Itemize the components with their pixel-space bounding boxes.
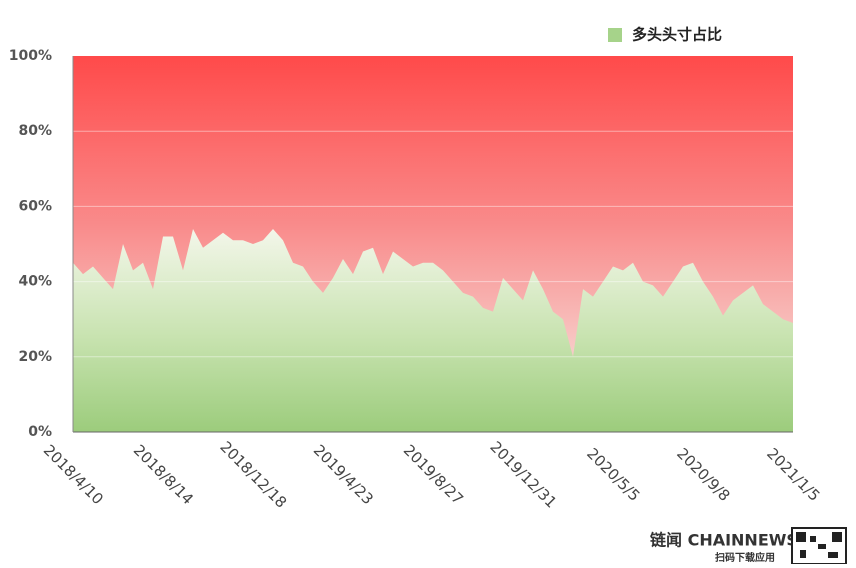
logo: 链闻 CHAINNEWS: [650, 531, 798, 550]
y-tick-label: 0%: [28, 424, 52, 440]
x-tick-label: 2019/8/27: [400, 441, 467, 508]
x-tick-label: 2019/12/31: [486, 438, 560, 512]
legend-swatch: [608, 28, 622, 42]
x-tick-label: 2020/5/5: [583, 444, 643, 504]
x-tick-label: 2018/12/18: [216, 438, 290, 512]
x-tick-label: 2020/9/8: [673, 444, 733, 504]
legend-label: 多头头寸占比: [632, 26, 722, 44]
qr-code: [791, 527, 847, 565]
y-tick-label: 80%: [18, 123, 52, 139]
y-tick-label: 100%: [9, 48, 52, 64]
x-tick-label: 2018/8/14: [130, 441, 197, 508]
x-tick-label: 2018/4/10: [40, 441, 107, 508]
y-tick-label: 60%: [18, 198, 52, 214]
x-tick-label: 2019/4/23: [310, 441, 377, 508]
y-tick-label: 40%: [18, 274, 52, 290]
area: [73, 228, 793, 432]
logo-caption: 扫码下载应用: [715, 551, 775, 564]
x-tick-label: 2021/1/5: [763, 444, 823, 504]
y-tick-label: 20%: [18, 349, 52, 365]
